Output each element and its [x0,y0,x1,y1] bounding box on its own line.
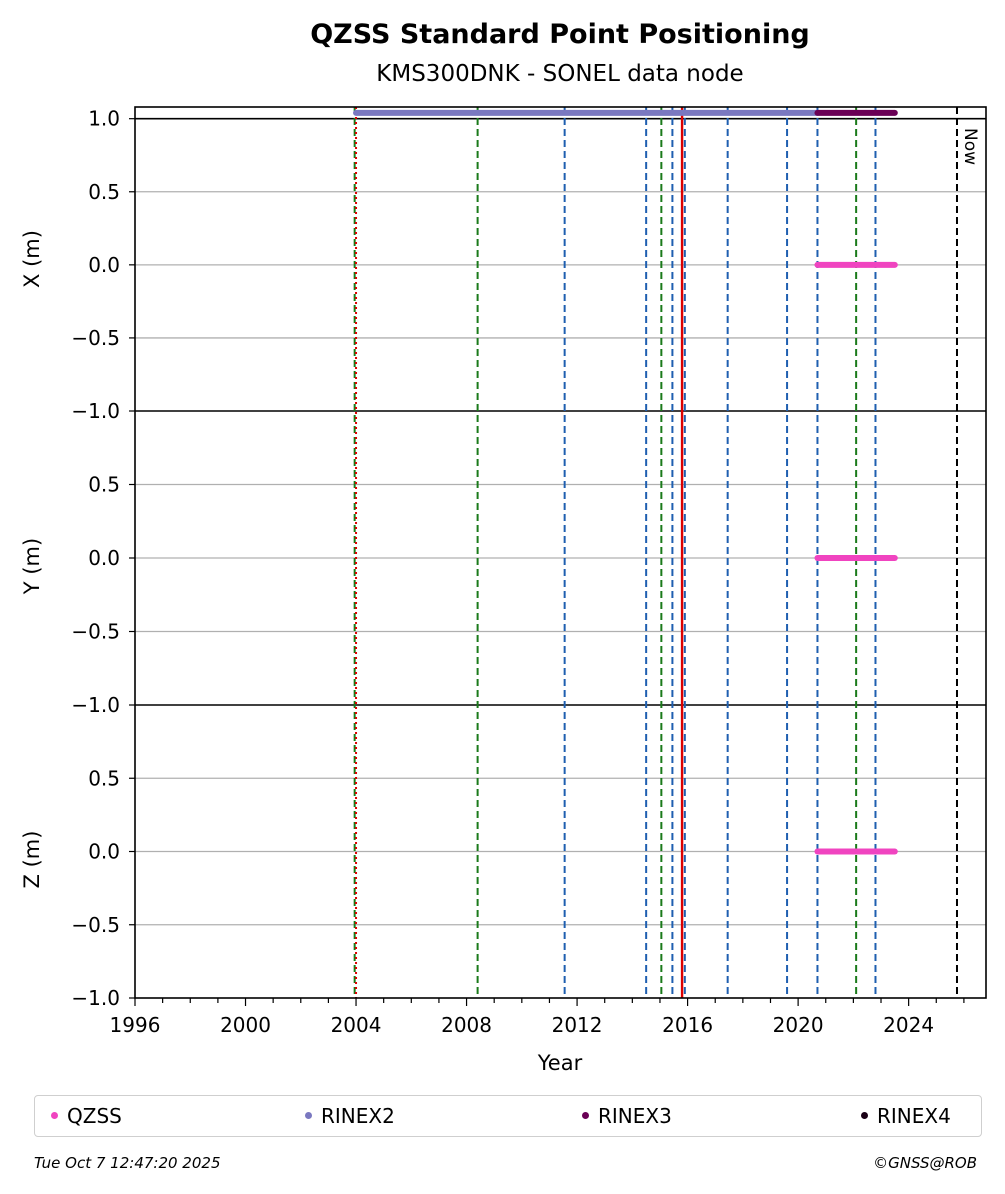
x-tick-label: 2016 [662,1013,713,1037]
legend-marker-qzss [51,1112,58,1119]
footer-credit: ©GNSS@ROB [873,1154,977,1172]
y-tick-label: 0.0 [88,253,120,277]
legend-marker-rinex4 [861,1112,868,1119]
chart: QZSS Standard Point Positioning KMS300DN… [20,19,987,1075]
y-tick-label: −1.0 [71,986,120,1010]
y-axis-label: Y (m) [20,538,44,595]
y-tick-label: 0.0 [88,546,120,570]
y-tick-label: 0.5 [88,473,120,497]
legend-label: RINEX2 [321,1104,395,1128]
chart-subtitle: KMS300DNK - SONEL data node [376,61,743,87]
legend-item-rinex4: RINEX4 [861,1104,951,1128]
plot-frame [134,106,987,999]
footer-timestamp: Tue Oct 7 12:47:20 2025 [34,1154,221,1172]
x-tick-label: 2012 [552,1013,603,1037]
legend-label: RINEX4 [877,1104,951,1128]
y-tick-label: 0.5 [88,180,120,204]
x-tick-label: 1996 [110,1013,161,1037]
y-tick-label: −1.0 [71,399,120,423]
x-tick-label: 2000 [220,1013,271,1037]
y-tick-label: −0.5 [71,620,120,644]
legend-marker-rinex3 [582,1112,589,1119]
y-tick-label: −1.0 [71,693,120,717]
y-tick-label: 0.5 [88,766,120,790]
x-tick-label: 2020 [773,1013,824,1037]
x-axis-label: Year [537,1051,583,1075]
legend-marker-rinex2 [305,1112,312,1119]
x-tick-label: 2004 [331,1013,382,1037]
y-tick-label: 1.0 [88,107,120,131]
legend-item-rinex3: RINEX3 [582,1104,672,1128]
event-line-label: Now [960,128,980,165]
chart-title: QZSS Standard Point Positioning [310,19,810,50]
y-tick-label: −0.5 [71,326,120,350]
x-tick-label: 2024 [883,1013,934,1037]
legend-item-qzss: QZSS [51,1104,122,1128]
x-tick-label: 2008 [441,1013,492,1037]
y-axis-label: Z (m) [20,831,44,889]
y-tick-label: −0.5 [71,913,120,937]
y-axis-label: X (m) [20,230,44,288]
legend-label: QZSS [67,1104,122,1128]
legend-label: RINEX3 [598,1104,672,1128]
legend-item-rinex2: RINEX2 [305,1104,395,1128]
y-tick-label: 0.0 [88,840,120,864]
legend: QZSS RINEX2 RINEX3 RINEX4 [34,1095,982,1137]
